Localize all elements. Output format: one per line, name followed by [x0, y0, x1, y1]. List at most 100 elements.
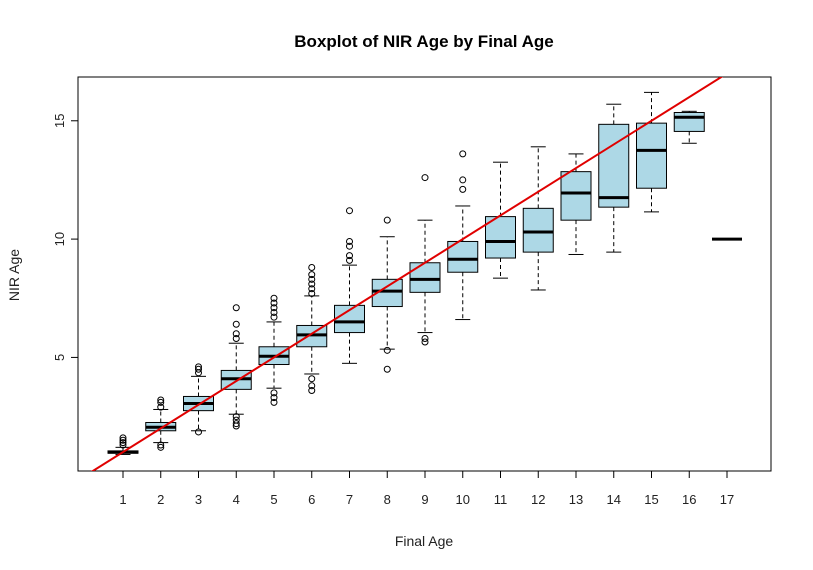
- outlier-point: [346, 252, 353, 260]
- outlier-point: [308, 280, 316, 288]
- outlier-point: [459, 185, 467, 193]
- reference-line: [90, 77, 724, 471]
- outlier-point: [157, 443, 165, 451]
- y-tick-label: 5: [52, 354, 67, 361]
- outlier-point: [157, 398, 165, 406]
- outlier-point: [232, 330, 240, 338]
- x-tick-label: 5: [270, 492, 277, 507]
- outlier-point: [308, 375, 316, 383]
- reference-line-group: [90, 77, 724, 471]
- box-2: [145, 396, 177, 451]
- outlier-point: [195, 428, 202, 436]
- x-tick-label: 1: [119, 492, 126, 507]
- outlier-point: [270, 308, 278, 316]
- outlier-point: [346, 237, 353, 245]
- outlier-point: [308, 290, 316, 298]
- x-tick-label: 14: [607, 492, 621, 507]
- outlier-point: [308, 275, 316, 283]
- box-iqr: [673, 111, 705, 132]
- x-tick-label: 8: [384, 492, 391, 507]
- outlier-point: [157, 441, 165, 449]
- outlier-point: [270, 398, 278, 406]
- outlier-point: [232, 413, 240, 421]
- boxes-group: [107, 91, 742, 455]
- outlier-point: [421, 334, 429, 342]
- outlier-point: [308, 271, 316, 279]
- box-iqr: [409, 262, 441, 293]
- outlier-point: [232, 416, 240, 424]
- outlier-point: [195, 365, 202, 373]
- chart-title: Boxplot of NIR Age by Final Age: [294, 32, 553, 51]
- y-axis: 5 10 15: [52, 114, 78, 361]
- outlier-point: [308, 263, 316, 271]
- x-tick-label: 7: [346, 492, 353, 507]
- outlier-point: [383, 216, 391, 224]
- outlier-point: [232, 420, 240, 428]
- box-7: [334, 207, 365, 364]
- y-axis-label: NIR Age: [6, 249, 22, 301]
- x-tick-label: 2: [157, 492, 164, 507]
- outlier-point: [119, 436, 127, 444]
- box-15: [636, 91, 667, 213]
- box-14: [598, 103, 630, 253]
- outlier-point: [346, 242, 353, 250]
- outlier-point: [383, 365, 391, 373]
- outlier-point: [119, 434, 127, 442]
- outlier-point: [270, 304, 278, 312]
- outlier-point: [308, 387, 316, 395]
- box-16: [673, 110, 705, 144]
- y-tick-label: 10: [52, 232, 67, 246]
- x-tick-label: 9: [421, 492, 428, 507]
- outlier-point: [421, 338, 429, 346]
- outlier-point: [270, 299, 278, 307]
- box-iqr: [636, 122, 667, 189]
- outlier-point: [270, 313, 278, 321]
- y-tick-label: 15: [52, 114, 67, 128]
- box-3: [183, 363, 214, 436]
- box-13: [560, 153, 592, 255]
- x-tick-label: 11: [494, 492, 508, 507]
- x-tick-label: 6: [308, 492, 315, 507]
- outlier-point: [232, 304, 240, 312]
- x-tick-label: 17: [720, 492, 734, 507]
- outlier-point: [383, 346, 391, 354]
- box-4: [220, 304, 252, 430]
- outlier-point: [459, 150, 467, 158]
- outlier-point: [157, 396, 165, 404]
- outlier-point: [346, 207, 353, 215]
- outlier-point: [459, 176, 467, 184]
- x-tick-label: 13: [569, 492, 583, 507]
- outlier-point: [270, 389, 278, 397]
- box-6: [296, 263, 328, 395]
- outlier-point: [270, 294, 278, 302]
- outlier-point: [270, 394, 278, 402]
- x-tick-label: 4: [233, 492, 240, 507]
- x-tick-label: 15: [644, 492, 658, 507]
- outlier-point: [195, 363, 202, 371]
- box-12: [522, 146, 554, 291]
- x-tick-label: 12: [531, 492, 545, 507]
- outlier-point: [421, 174, 429, 182]
- outlier-point: [232, 334, 240, 342]
- box-iqr: [485, 216, 516, 259]
- outlier-point: [346, 256, 353, 264]
- x-axis: 1 2 3 4 5 6 7 8 9 10 11 12 13 14 15 16 17: [119, 470, 734, 507]
- x-tick-label: 10: [456, 492, 470, 507]
- outlier-point: [119, 441, 127, 449]
- box-iqr: [560, 171, 592, 221]
- outlier-point: [119, 439, 127, 447]
- x-axis-label: Final Age: [395, 533, 454, 549]
- box-iqr: [447, 240, 479, 273]
- outlier-point: [308, 382, 316, 390]
- box-10: [447, 150, 479, 321]
- outlier-point: [157, 403, 165, 411]
- box-5: [258, 294, 290, 406]
- box-9: [409, 174, 441, 346]
- box-8: [371, 216, 403, 373]
- box-11: [485, 161, 516, 279]
- x-tick-label: 3: [195, 492, 202, 507]
- outlier-point: [308, 285, 316, 293]
- x-tick-label: 16: [682, 492, 696, 507]
- box-iqr: [522, 207, 554, 253]
- outlier-point: [232, 320, 240, 328]
